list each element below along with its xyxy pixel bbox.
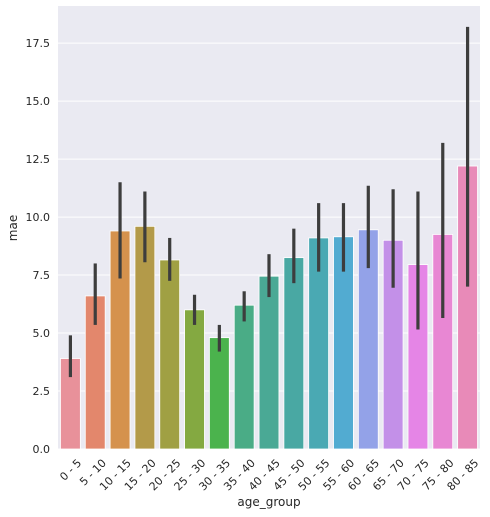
y-tick-label: 15.0 xyxy=(26,95,51,108)
bar xyxy=(209,337,230,450)
bars xyxy=(60,165,478,450)
y-tick-label: 5.0 xyxy=(33,327,51,340)
bar xyxy=(233,304,255,450)
error-bars xyxy=(68,26,470,378)
x-axis-label: age_group xyxy=(237,495,300,509)
bar xyxy=(159,259,181,450)
y-tick-label: 10.0 xyxy=(26,211,51,224)
bar xyxy=(283,257,305,450)
y-tick-labels: 0.0 2.5 5.0 7.5 10.0 12.5 15.0 17.5 xyxy=(26,37,51,456)
y-tick-label: 0.0 xyxy=(33,443,51,456)
y-axis-label: mae xyxy=(6,215,20,241)
bar xyxy=(258,275,280,450)
bar xyxy=(184,309,205,450)
y-tick-label: 17.5 xyxy=(26,37,51,50)
y-tick-label: 7.5 xyxy=(33,269,51,282)
y-tick-label: 12.5 xyxy=(26,153,51,166)
y-tick-label: 2.5 xyxy=(33,385,51,398)
